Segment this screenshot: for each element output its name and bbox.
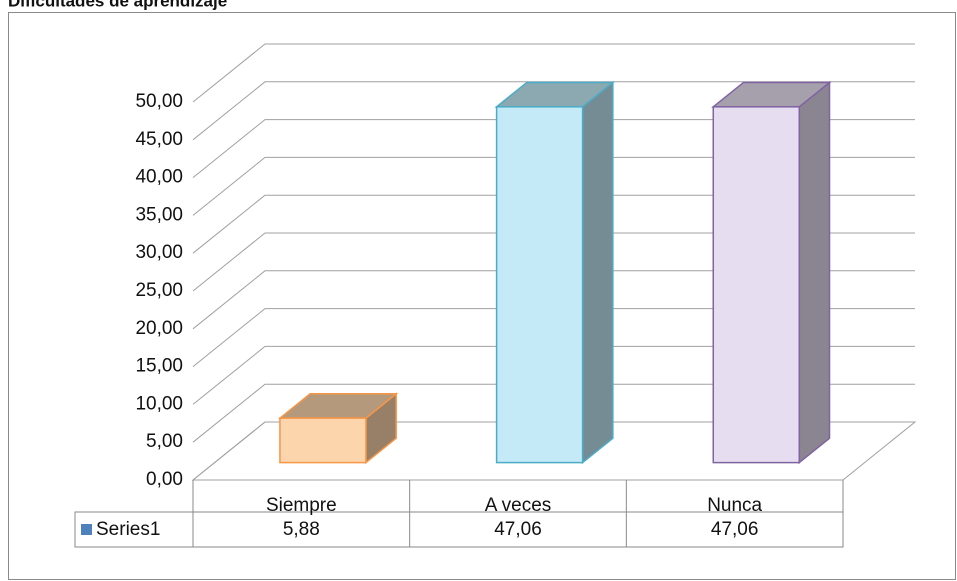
grid-line	[192, 308, 915, 367]
y-tick-label: 40,00	[135, 167, 183, 188]
legend-key	[81, 524, 92, 535]
data-label: 47,06	[711, 519, 759, 540]
y-tick-label: 30,00	[135, 242, 183, 263]
x-tick-label: Nunca	[707, 495, 762, 516]
data-label: 5,88	[283, 519, 320, 540]
y-tick-label: 20,00	[135, 318, 183, 339]
bar	[712, 106, 801, 464]
grid-line	[192, 156, 915, 216]
grid-line	[192, 119, 915, 178]
y-tick-label: 10,00	[135, 393, 183, 414]
bar-side	[581, 80, 614, 465]
grid-line	[192, 270, 915, 330]
y-tick-label: 50,00	[135, 91, 183, 112]
x-tick-label: A veces	[485, 495, 552, 516]
grid-line	[192, 421, 915, 481]
table-legend-cell	[74, 511, 194, 548]
y-tick-label: 35,00	[135, 204, 183, 225]
y-tick-label: 15,00	[135, 356, 183, 377]
data-label: 47,06	[494, 519, 542, 540]
bar-side	[798, 80, 831, 465]
y-tick-label: 5,00	[146, 431, 183, 452]
bar	[495, 106, 584, 464]
grid-line	[192, 232, 915, 292]
grid-line	[192, 383, 915, 443]
bar	[279, 417, 367, 464]
y-tick-label: 45,00	[135, 129, 183, 150]
y-tick-label: 25,00	[135, 280, 183, 301]
grid-line	[192, 81, 915, 141]
grid-line	[192, 194, 915, 254]
y-tick-label: 0,00	[146, 469, 183, 490]
x-tick-label: Siempre	[266, 495, 337, 516]
legend-label: Series1	[96, 519, 160, 540]
grid-line	[192, 43, 915, 103]
chart-title: Dificultades de aprendizaje	[8, 0, 227, 10]
grid-line	[192, 345, 915, 405]
